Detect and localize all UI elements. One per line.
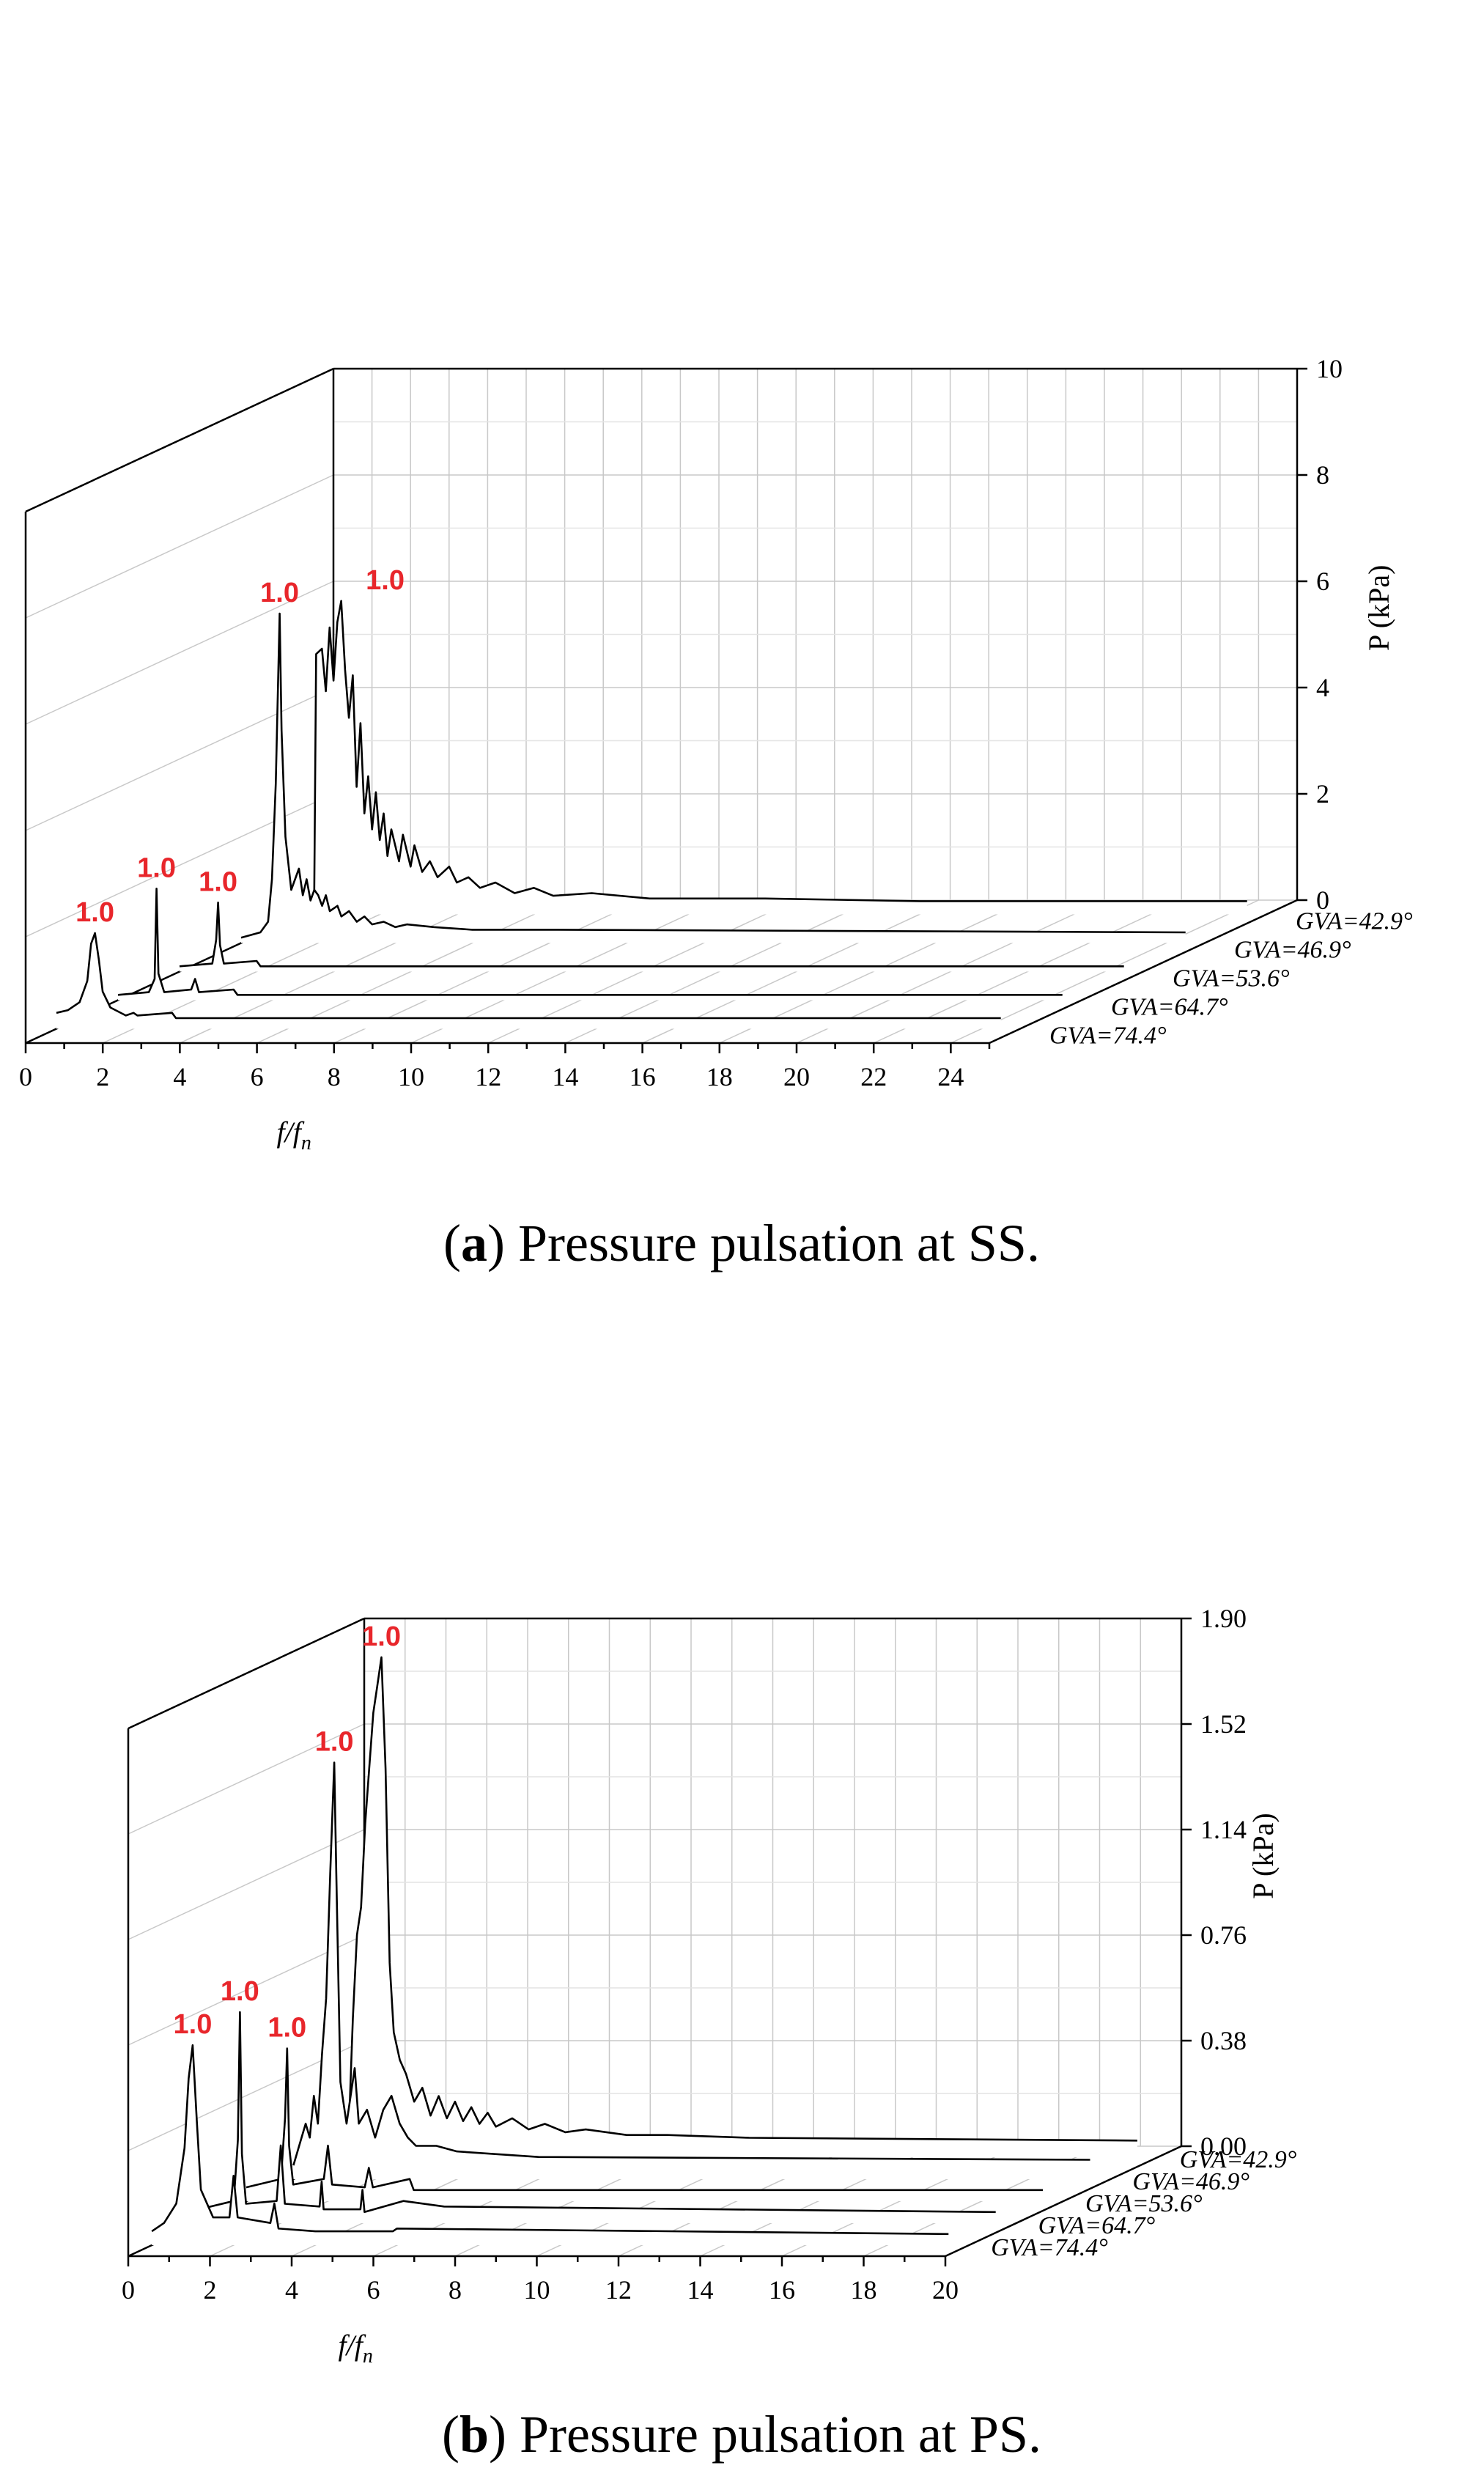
series-legend-label: GVA=74.4° <box>991 2234 1108 2261</box>
series-group: 1.0 GVA=42.9° 1.0 GVA=46.9° 1.0 GVA=53.6° 1.0 G… <box>151 1621 1297 2261</box>
figure-caption: (a) Pressure pulsation at SS. <box>443 1214 1040 1272</box>
x-tick-label: 16 <box>769 2275 795 2305</box>
series-line <box>56 932 1001 1020</box>
x-tick-label: 16 <box>630 1062 656 1091</box>
peak-label: 1.0 <box>260 578 299 608</box>
z-tick-label: 0 <box>1316 885 1329 915</box>
series-group: 1.0 GVA=42.9° 1.0 GVA=46.9° 1.0 GVA=53.6° 1.0 G… <box>56 565 1413 1050</box>
z-tick-label: 1.14 <box>1200 1815 1247 1844</box>
z-tick-label: 0.38 <box>1200 2026 1247 2055</box>
frame-edge <box>945 2145 1182 2258</box>
frame-edge <box>25 367 334 513</box>
peak-label: 1.0 <box>75 897 114 928</box>
series-line <box>179 902 1124 968</box>
x-tick-label: 12 <box>605 2275 632 2305</box>
side-grid-line <box>25 687 334 831</box>
series-mask <box>303 600 1247 915</box>
series-legend-label: GVA=42.9° <box>1296 908 1413 935</box>
series-legend-label: GVA=64.7° <box>1111 994 1228 1021</box>
x-axis-title: f/fn <box>339 2329 373 2368</box>
peak-label: 1.0 <box>221 1976 259 2007</box>
series-legend-label: GVA=53.6° <box>1085 2190 1203 2217</box>
figure-caption: (b) Pressure pulsation at PS. <box>442 2405 1041 2464</box>
series-mask <box>293 1762 1090 2179</box>
series-legend-label: GVA=42.9° <box>1180 2146 1297 2173</box>
z-tick-label: 0.76 <box>1200 1920 1247 1950</box>
z-tick-label: 0.00 <box>1200 2132 1247 2161</box>
side-grid-line <box>128 1723 365 1835</box>
chart-ps: 0 2 4 6 8 10 12 14 16 18 20 f/fn 0.00 0.38 0.76 1.14 1.5… <box>122 1604 1297 2464</box>
peak-label: 1.0 <box>267 2013 306 2044</box>
series-mask <box>199 2012 996 2223</box>
series-mask <box>246 2048 1044 2201</box>
x-tick-label: 2 <box>204 2275 217 2305</box>
peak-label: 1.0 <box>315 1727 354 1758</box>
peak-label: 1.0 <box>199 866 237 897</box>
z-tick-label: 2 <box>1316 779 1329 808</box>
x-tick-label: 8 <box>328 1062 341 1091</box>
series-legend-label: GVA=46.9° <box>1234 937 1351 964</box>
series-legend-label: GVA=46.9° <box>1132 2168 1249 2195</box>
z-tick-label: 1.52 <box>1200 1709 1247 1739</box>
z-tick-label: 1.90 <box>1200 1604 1247 1633</box>
x-tick-label: 4 <box>285 2275 298 2305</box>
x-tick-label: 14 <box>552 1062 578 1091</box>
z-tick-label: 10 <box>1316 354 1343 383</box>
x-tick-label: 10 <box>524 2275 550 2305</box>
series-line <box>117 888 1063 996</box>
x-tick-label: 12 <box>475 1062 501 1091</box>
series-line <box>292 1761 1090 2166</box>
x-tick-label: 0 <box>122 2275 135 2305</box>
x-tick-label: 20 <box>932 2275 959 2305</box>
side-grid-line <box>25 474 334 619</box>
x-tick-label: 18 <box>706 1062 733 1091</box>
z-tick-label: 8 <box>1316 460 1329 490</box>
x-tick-label: 6 <box>251 1062 264 1091</box>
z-tick-label: 6 <box>1316 567 1329 596</box>
z-tick-label: 4 <box>1316 673 1329 702</box>
frame-edge <box>128 1617 365 1730</box>
peak-label: 1.0 <box>137 852 176 883</box>
series-line <box>240 612 1186 939</box>
side-grid-line <box>128 1934 365 2046</box>
z-axis-title: P (kPa) <box>1247 1813 1280 1898</box>
peak-label: 1.0 <box>174 2009 213 2040</box>
x-axis-title: f/fn <box>277 1116 311 1154</box>
x-tick-label: 10 <box>398 1062 424 1091</box>
series-line <box>339 1656 1137 2144</box>
side-grid-line <box>25 581 334 725</box>
x-tick-label: 8 <box>448 2275 462 2305</box>
series-line <box>246 2047 1044 2192</box>
series-mask <box>56 933 1001 1029</box>
x-tick-label: 4 <box>173 1062 186 1091</box>
series-mask <box>340 1657 1137 2157</box>
series-line <box>199 2011 996 2214</box>
peak-label: 1.0 <box>362 1621 401 1652</box>
series-mask <box>241 614 1186 943</box>
frame-edge <box>989 899 1298 1045</box>
x-tick-label: 20 <box>783 1062 810 1091</box>
side-grid-line <box>128 1829 365 1940</box>
series-legend-label: GVA=53.6° <box>1173 965 1290 992</box>
series-legend-label: GVA=74.4° <box>1049 1023 1167 1050</box>
x-tick-label: 22 <box>860 1062 887 1091</box>
series-line <box>151 2044 949 2236</box>
peak-label: 1.0 <box>366 565 405 596</box>
x-tick-label: 0 <box>19 1062 32 1091</box>
series-mask <box>152 2045 949 2245</box>
x-tick-label: 14 <box>687 2275 714 2305</box>
x-tick-label: 6 <box>367 2275 380 2305</box>
series-legend-label: GVA=64.7° <box>1038 2212 1156 2239</box>
x-tick-label: 2 <box>96 1062 109 1091</box>
z-axis-title: P (kPa) <box>1362 565 1395 651</box>
x-tick-label: 24 <box>937 1062 964 1091</box>
series-line <box>301 600 1247 910</box>
x-tick-label: 18 <box>851 2275 877 2305</box>
